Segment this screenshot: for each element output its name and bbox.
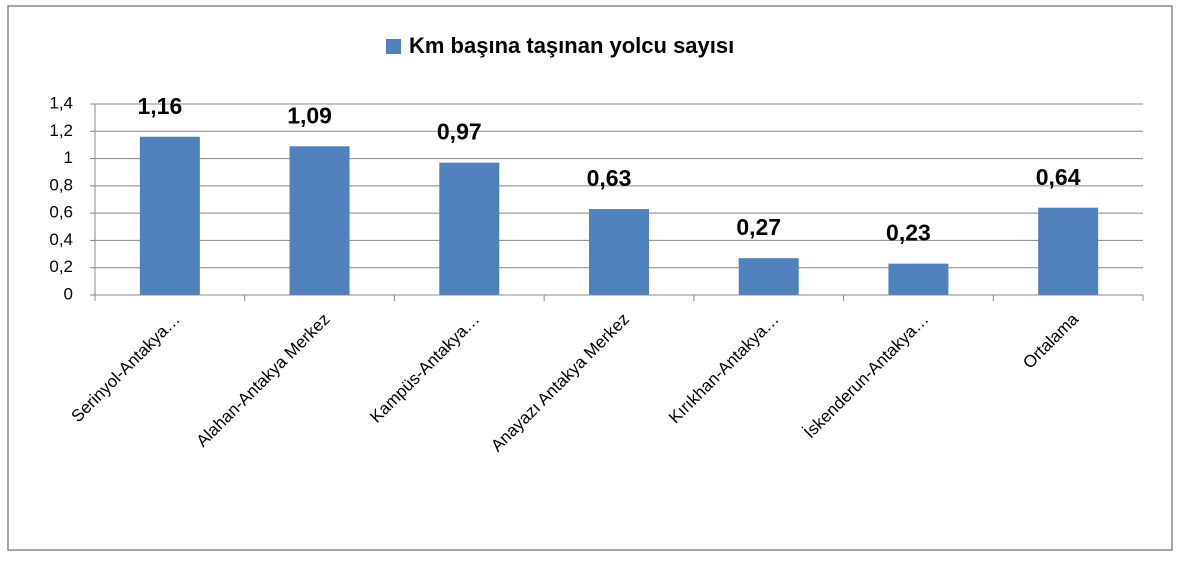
y-tick-label: 0 — [64, 284, 73, 303]
value-label: 0,23 — [886, 220, 931, 246]
value-label: 1,16 — [137, 93, 182, 119]
value-label: 1,09 — [287, 102, 332, 128]
value-label: 0,27 — [736, 214, 781, 240]
bar — [1038, 207, 1099, 295]
y-tick-label: 0,8 — [49, 175, 73, 194]
bar — [888, 263, 949, 295]
y-tick-label: 0,2 — [49, 257, 73, 276]
y-tick-label: 1,4 — [49, 93, 73, 112]
y-tick-label: 1,2 — [49, 121, 73, 140]
legend-label: Km başına taşınan yolcu sayısı — [409, 33, 734, 58]
value-label: 0,97 — [437, 119, 482, 145]
value-label: 0,64 — [1036, 164, 1081, 190]
value-label: 0,63 — [587, 165, 632, 191]
bar — [738, 258, 799, 295]
y-tick-label: 1 — [64, 148, 73, 167]
bar — [139, 136, 200, 295]
y-tick-label: 0,4 — [49, 230, 73, 249]
y-tick-label: 0,6 — [49, 203, 73, 222]
bar — [439, 162, 500, 295]
legend-swatch — [386, 39, 401, 54]
bar — [589, 209, 649, 295]
bar — [289, 146, 350, 295]
